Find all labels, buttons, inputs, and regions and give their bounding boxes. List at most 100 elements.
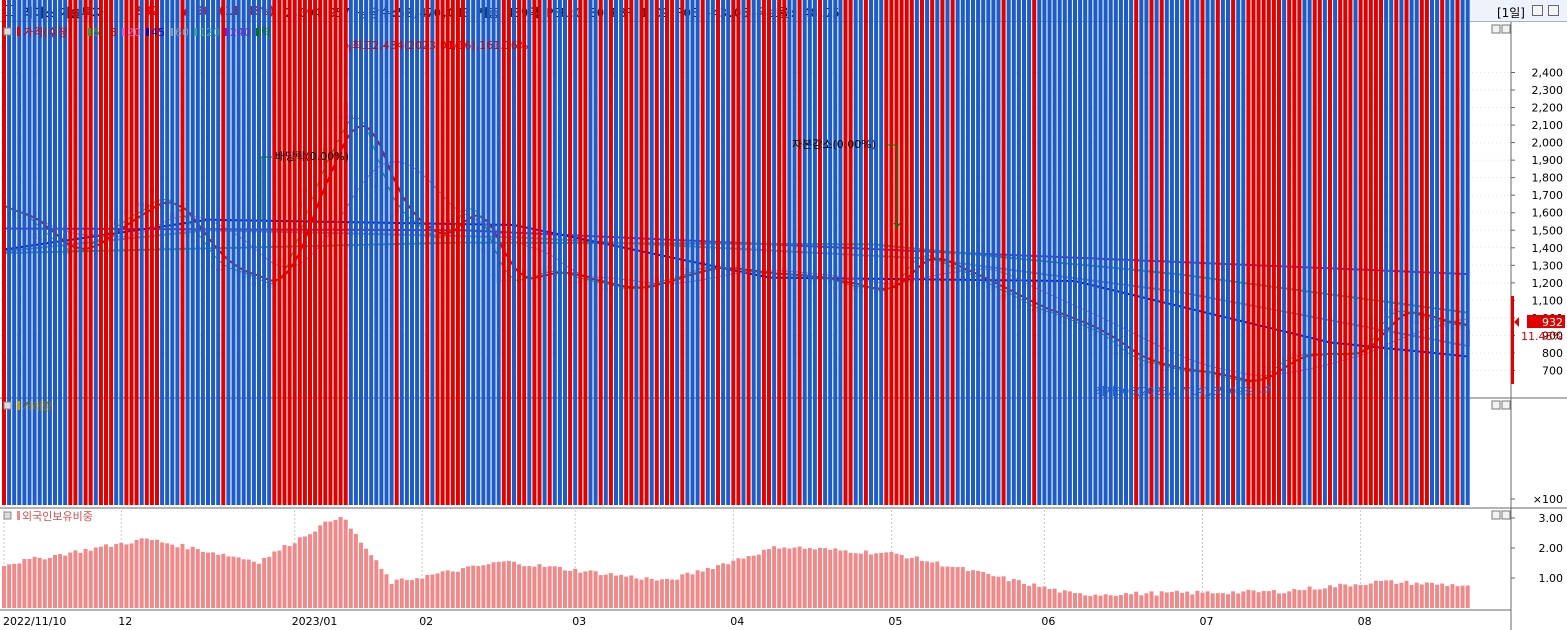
date-tick-label: 04 bbox=[730, 615, 744, 628]
volume-bar bbox=[741, 0, 746, 505]
volume-bar bbox=[670, 0, 675, 505]
foreign-bar bbox=[170, 544, 175, 608]
volume-bar bbox=[1205, 0, 1210, 505]
volume-bar bbox=[379, 0, 384, 505]
foreign-bar bbox=[894, 553, 899, 608]
volume-bar bbox=[262, 0, 267, 505]
maximize-icon[interactable] bbox=[1548, 5, 1559, 16]
volume-bar bbox=[93, 0, 98, 505]
foreign-bar bbox=[1363, 584, 1368, 608]
volume-bar bbox=[1149, 0, 1154, 505]
foreign-bar bbox=[1052, 588, 1057, 608]
volume-bar bbox=[78, 0, 83, 505]
foreign-bar bbox=[267, 556, 272, 608]
volume-bar bbox=[195, 0, 200, 505]
foreign-bar bbox=[328, 521, 333, 608]
volume-bar bbox=[563, 0, 567, 505]
price-minimize-icon[interactable] bbox=[1491, 24, 1501, 34]
volume-bar bbox=[767, 0, 771, 505]
foreign-bar bbox=[262, 557, 267, 608]
volume-bar bbox=[287, 0, 292, 505]
volume-bar bbox=[863, 0, 868, 506]
foreign-bar bbox=[685, 572, 690, 608]
volume-bar bbox=[1409, 0, 1414, 505]
volume-bar bbox=[1328, 0, 1332, 505]
volume-bar bbox=[1236, 0, 1241, 505]
volume-bar bbox=[430, 0, 435, 506]
volume-bar bbox=[170, 0, 175, 505]
volume-bar bbox=[1200, 0, 1205, 505]
foreign-bar bbox=[124, 544, 129, 608]
legend-ma-label: 5 bbox=[93, 26, 100, 39]
foreign-bar bbox=[920, 561, 924, 608]
price-tick-label: 900 bbox=[1542, 329, 1563, 342]
volume-bar bbox=[1124, 0, 1128, 505]
legend-ma-list: 5 8 20 45 60 120 240 락 bbox=[88, 26, 271, 39]
volume-bar bbox=[1011, 0, 1016, 505]
foreign-bar bbox=[119, 542, 124, 608]
foreign-bar bbox=[1037, 586, 1042, 608]
volume-bar bbox=[445, 0, 450, 505]
foreign-bar bbox=[838, 550, 843, 608]
volume-bar bbox=[1185, 0, 1190, 505]
volume-bar bbox=[185, 0, 190, 505]
volume-bar bbox=[17, 0, 22, 505]
volume-bar bbox=[512, 0, 516, 505]
volume-bar bbox=[838, 0, 843, 505]
foreign-bar bbox=[415, 578, 420, 608]
volume-bar bbox=[124, 0, 129, 505]
volume-bar bbox=[1404, 0, 1409, 505]
foreign-bar bbox=[1088, 596, 1093, 608]
volume-bar bbox=[945, 0, 950, 505]
foreign-bar bbox=[313, 531, 318, 608]
minimize-icon[interactable] bbox=[1532, 5, 1543, 16]
volume-bar bbox=[986, 0, 991, 506]
volume-bar bbox=[598, 0, 603, 505]
volume-bar bbox=[1358, 0, 1363, 505]
volume-bar bbox=[241, 0, 246, 505]
foreign-bar bbox=[1353, 584, 1358, 608]
volume-bar bbox=[231, 0, 236, 506]
foreign-close-icon[interactable] bbox=[1501, 510, 1511, 520]
volume-minimize-icon[interactable] bbox=[1491, 400, 1501, 410]
foreign-bar bbox=[537, 564, 542, 608]
legend-ma-marker-icon bbox=[194, 28, 197, 36]
foreign-minimize-icon[interactable] bbox=[1491, 510, 1501, 520]
foreign-ratio-panel[interactable] bbox=[2, 516, 1470, 608]
volume-bar bbox=[614, 0, 618, 506]
foreign-bar bbox=[12, 563, 17, 608]
foreign-bar bbox=[1011, 578, 1016, 608]
period-selector[interactable]: [1일] bbox=[1496, 6, 1525, 20]
foreign-bar bbox=[211, 552, 216, 608]
capital-reduction-arrow-icon bbox=[886, 144, 901, 229]
panel-buttons[interactable] bbox=[1491, 24, 1511, 520]
volume-bar bbox=[685, 0, 690, 505]
foreign-bar bbox=[909, 557, 914, 608]
volume-bar bbox=[1159, 0, 1164, 505]
foreign-bar bbox=[109, 546, 114, 608]
volume-panel[interactable] bbox=[2, 0, 1470, 506]
foreign-bar bbox=[17, 563, 22, 608]
legend-marker-icon bbox=[17, 27, 20, 36]
foreign-bar bbox=[1312, 589, 1317, 608]
foreign-bar bbox=[1399, 582, 1404, 608]
foreign-bar bbox=[216, 554, 221, 608]
volume-bar bbox=[1006, 0, 1011, 505]
foreign-bar bbox=[461, 568, 465, 608]
foreign-bar bbox=[828, 549, 833, 608]
foreign-bar bbox=[1047, 589, 1052, 608]
volume-bar bbox=[1210, 0, 1215, 505]
foreign-bar bbox=[445, 570, 450, 608]
volume-bar bbox=[935, 0, 940, 505]
price-tick-label: 2,100 bbox=[1532, 119, 1564, 132]
volume-close-icon[interactable] bbox=[1501, 400, 1511, 410]
volume-bar bbox=[1016, 0, 1021, 505]
price-close-icon[interactable] bbox=[1501, 24, 1511, 34]
volume-bar bbox=[1251, 0, 1256, 505]
volume-bar bbox=[965, 0, 970, 506]
foreign-bar bbox=[848, 552, 853, 608]
price-tick-label: 1,100 bbox=[1532, 294, 1564, 307]
volume-bar bbox=[496, 0, 501, 505]
volume-box-icon bbox=[3, 401, 12, 410]
